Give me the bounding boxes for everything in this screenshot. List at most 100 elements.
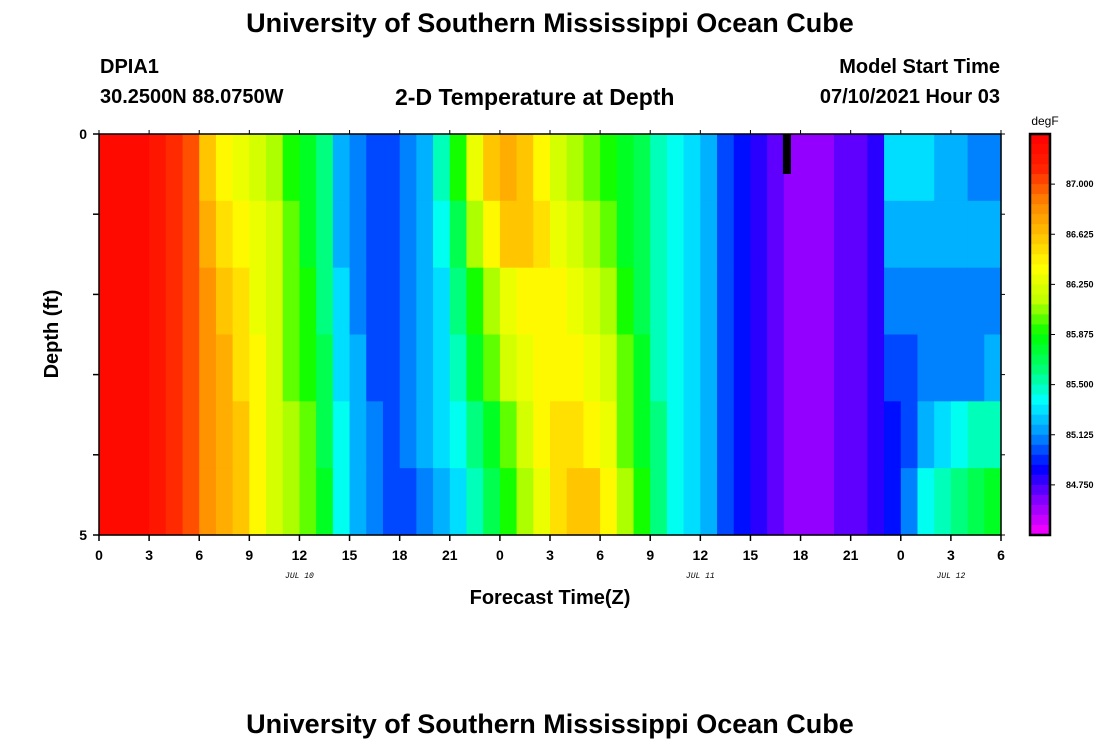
y-axis-label: Depth (ft) [41, 290, 63, 379]
heatmap-cell [349, 468, 367, 536]
heatmap-cell [717, 134, 735, 202]
x-tick-label: 12 [292, 547, 308, 563]
heatmap-cell [600, 468, 618, 536]
heatmap-cell [149, 200, 167, 269]
heatmap-cell [934, 401, 952, 469]
heatmap-cell [600, 267, 618, 336]
heatmap-cell [833, 134, 852, 202]
heatmap-cell [950, 200, 969, 269]
heatmap-cell [666, 334, 685, 402]
x-tick-label: 0 [95, 547, 103, 563]
heatmap-cell [115, 200, 133, 269]
heatmap-cell [232, 200, 250, 269]
heatmap-cell [833, 267, 852, 336]
heatmap-cell [917, 134, 935, 202]
colorbar-band [1030, 244, 1050, 255]
heatmap-cell [750, 468, 768, 536]
heatmap-cell [416, 468, 434, 536]
heatmap-cell [249, 401, 267, 469]
x-tick-label: 9 [245, 547, 253, 563]
date-label: JUL 11 [686, 572, 715, 581]
colorbar-label: 85.500 [1066, 380, 1094, 390]
colorbar-band [1030, 304, 1050, 316]
colorbar-band [1030, 354, 1050, 366]
heatmap-cells [99, 134, 1002, 536]
heatmap-cell [149, 468, 167, 536]
heatmap-cell [366, 200, 384, 269]
heatmap-cell [316, 401, 334, 469]
heatmap-cell [767, 200, 785, 269]
heatmap-cell [817, 334, 835, 402]
heatmap-cell [533, 267, 551, 336]
heatmap-cell [149, 334, 167, 402]
heatmap-cell [783, 267, 802, 336]
x-tick-label: 6 [195, 547, 203, 563]
heatmap-cell [767, 134, 785, 202]
heatmap-cell [232, 334, 250, 402]
heatmap-cell [650, 401, 668, 469]
heatmap-cell [733, 134, 752, 202]
heatmap-cell [182, 267, 200, 336]
y-tick-label: 5 [79, 527, 87, 543]
heatmap-cell [299, 468, 317, 536]
heatmap-cell [499, 200, 518, 269]
heatmap-cell [366, 267, 384, 336]
heatmap-cell [917, 200, 935, 269]
heatmap-cell [600, 200, 618, 269]
x-tick-label: 15 [342, 547, 358, 563]
heatmap-cell [867, 401, 885, 469]
heatmap-cell [984, 334, 1002, 402]
heatmap-cell [449, 200, 468, 269]
colorbar-band [1030, 204, 1050, 215]
heatmap-cell [733, 267, 752, 336]
colorbar-band [1030, 254, 1050, 265]
heatmap-cell [817, 200, 835, 269]
heatmap-cell [266, 334, 284, 402]
heatmap-cell [299, 134, 317, 202]
heatmap-cell [449, 334, 468, 402]
colorbar-band [1030, 504, 1050, 516]
heatmap-cell [800, 200, 818, 269]
x-tick-label: 21 [442, 547, 458, 563]
x-tick-label: 18 [392, 547, 408, 563]
heatmap-cell [650, 468, 668, 536]
heatmap-cell [550, 334, 568, 402]
date-labels: JUL 10 JUL 11 JUL 12 [285, 572, 965, 581]
heatmap-cell [884, 200, 902, 269]
heatmap-cell [733, 334, 752, 402]
heatmap-cell [516, 401, 534, 469]
colorbar-band [1030, 514, 1050, 526]
heatmap-cell [483, 267, 501, 336]
heatmap-cell [316, 134, 334, 202]
heatmap-cell [215, 134, 234, 202]
colorbar-band [1030, 154, 1050, 165]
heatmap-cell [199, 267, 217, 336]
heatmap-cell [215, 200, 234, 269]
x-axis-label: Forecast Time(Z) [470, 587, 631, 609]
heatmap-cell [867, 200, 885, 269]
heatmap-cell [750, 200, 768, 269]
heatmap-cell [149, 134, 167, 202]
heatmap-cell [950, 468, 969, 536]
heatmap-cell [449, 134, 468, 202]
colorbar-label: 87.000 [1066, 179, 1094, 189]
heatmap-cell [566, 334, 584, 402]
heatmap-cell [266, 200, 284, 269]
heatmap-cell [483, 134, 501, 202]
heatmap-cell [382, 334, 401, 402]
heatmap-cell [800, 267, 818, 336]
heatmap-cell [717, 401, 735, 469]
heatmap-cell [984, 134, 1002, 202]
heatmap-cell [165, 200, 184, 269]
heatmap-cell [366, 134, 384, 202]
heatmap-cell [700, 267, 718, 336]
heatmap-cell [433, 468, 451, 536]
heatmap-cell [416, 334, 434, 402]
heatmap-cell [132, 267, 150, 336]
heatmap-cell [316, 267, 334, 336]
heatmap-cell [934, 267, 952, 336]
y-tick-label: 0 [79, 126, 87, 142]
heatmap-cell [349, 267, 367, 336]
x-tick-label: 9 [646, 547, 654, 563]
